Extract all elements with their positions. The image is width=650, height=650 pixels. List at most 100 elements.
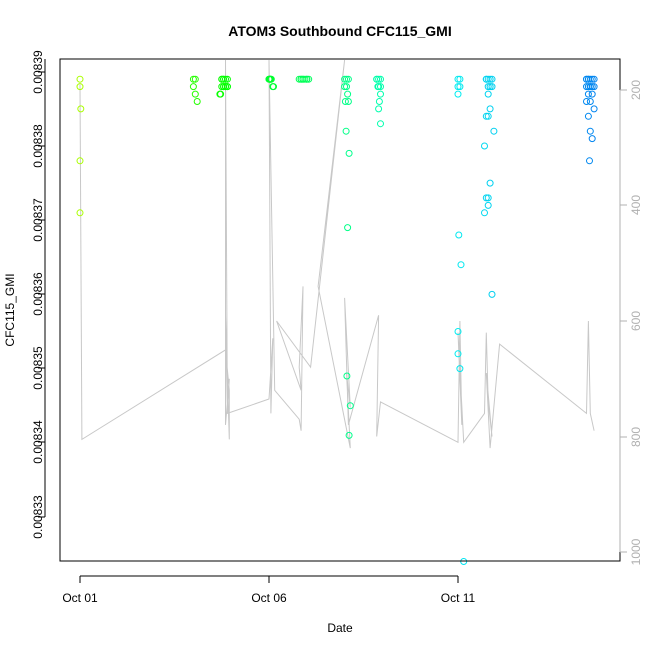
data-point bbox=[482, 75, 490, 83]
data-point bbox=[490, 127, 498, 135]
data-point bbox=[374, 83, 382, 91]
data-point bbox=[457, 261, 465, 269]
y-axis-label: CFC115_GMI bbox=[3, 273, 17, 346]
data-point bbox=[456, 365, 464, 373]
data-point bbox=[454, 350, 462, 358]
x-axis: Oct 01 Oct 06 Oct 11 bbox=[62, 575, 476, 605]
data-point bbox=[584, 112, 592, 120]
x-tick-label: Oct 01 bbox=[62, 591, 98, 605]
data-point bbox=[344, 90, 352, 98]
data-point bbox=[377, 83, 384, 91]
data-point bbox=[76, 209, 84, 217]
data-point bbox=[193, 98, 201, 105]
data-point bbox=[484, 112, 492, 120]
data-point bbox=[586, 157, 593, 165]
data-point bbox=[222, 75, 229, 83]
data-point bbox=[590, 105, 598, 113]
data-points-layer bbox=[76, 75, 598, 565]
y-tick-label: 0.00835 bbox=[31, 346, 45, 390]
data-point bbox=[455, 231, 463, 239]
data-point bbox=[454, 83, 462, 91]
plot-frame bbox=[59, 58, 621, 562]
data-point bbox=[484, 194, 492, 202]
y-tick-label: 0.00834 bbox=[31, 420, 45, 464]
data-point bbox=[373, 75, 381, 83]
data-point bbox=[267, 75, 274, 83]
data-point bbox=[588, 90, 596, 98]
x-tick-label: Oct 06 bbox=[251, 591, 287, 605]
data-point bbox=[486, 179, 494, 187]
data-point bbox=[220, 83, 228, 91]
data-point bbox=[344, 224, 352, 232]
data-point bbox=[341, 75, 349, 83]
data-point bbox=[377, 75, 384, 83]
y-tick-label: 0.00833 bbox=[31, 495, 45, 539]
data-point bbox=[584, 75, 592, 83]
y-axis: 0.00833 0.00834 0.00835 0.00836 0.00837 … bbox=[31, 50, 46, 539]
y-tick-label: 0.00839 bbox=[31, 50, 45, 94]
data-point bbox=[481, 142, 488, 150]
data-point bbox=[484, 83, 492, 91]
data-point bbox=[486, 75, 494, 83]
data-point bbox=[482, 112, 490, 120]
data-point bbox=[77, 105, 85, 113]
data-point bbox=[588, 135, 596, 143]
y2-tick-label: 200 bbox=[629, 80, 643, 100]
data-point bbox=[346, 402, 354, 410]
data-point bbox=[191, 90, 199, 98]
data-point bbox=[341, 83, 349, 91]
data-point bbox=[486, 83, 494, 91]
data-point bbox=[301, 75, 309, 83]
data-point bbox=[375, 98, 383, 105]
y-tick-label: 0.00837 bbox=[31, 198, 45, 242]
x-axis-label: Date bbox=[327, 621, 353, 635]
data-point bbox=[454, 75, 462, 83]
data-point bbox=[270, 83, 277, 91]
data-point bbox=[76, 157, 84, 165]
data-point bbox=[454, 90, 462, 98]
data-point bbox=[344, 98, 352, 105]
chart-title: ATOM3 Southbound CFC115_GMI bbox=[228, 23, 452, 39]
data-point bbox=[375, 105, 383, 113]
y2-tick-label: 400 bbox=[629, 195, 643, 215]
data-point bbox=[222, 83, 229, 91]
data-point bbox=[343, 83, 350, 91]
data-point bbox=[456, 83, 464, 91]
data-point bbox=[345, 431, 353, 439]
data-point bbox=[583, 98, 590, 105]
x-tick-label: Oct 11 bbox=[441, 591, 476, 605]
data-point bbox=[299, 75, 307, 83]
data-point bbox=[586, 75, 594, 83]
data-point bbox=[486, 105, 494, 113]
data-point bbox=[76, 75, 84, 83]
data-point bbox=[217, 90, 225, 98]
data-point bbox=[189, 75, 197, 83]
data-point bbox=[220, 75, 228, 83]
y2-tick-label: 1000 bbox=[629, 538, 643, 565]
data-point bbox=[456, 75, 464, 83]
data-point bbox=[482, 194, 490, 202]
data-point bbox=[586, 83, 594, 91]
data-point bbox=[342, 127, 350, 135]
data-point bbox=[484, 90, 492, 98]
data-point bbox=[76, 83, 84, 91]
data-point bbox=[488, 83, 496, 91]
data-point bbox=[584, 83, 592, 91]
data-point bbox=[343, 372, 351, 380]
data-point bbox=[345, 149, 353, 157]
data-point bbox=[586, 98, 594, 105]
altitude-trace-line bbox=[79, 59, 595, 449]
data-point bbox=[189, 83, 197, 91]
y-tick-label: 0.00836 bbox=[31, 272, 45, 316]
right-altitude-axis: 200 400 600 800 1000 bbox=[619, 80, 643, 565]
data-point bbox=[377, 90, 384, 98]
data-point bbox=[481, 209, 488, 217]
data-point bbox=[583, 75, 590, 83]
data-point bbox=[586, 127, 594, 135]
data-point bbox=[377, 120, 384, 128]
y2-tick-label: 600 bbox=[629, 311, 643, 331]
altitude-trace-layer bbox=[79, 59, 595, 449]
data-point bbox=[343, 75, 350, 83]
data-point bbox=[191, 75, 199, 83]
